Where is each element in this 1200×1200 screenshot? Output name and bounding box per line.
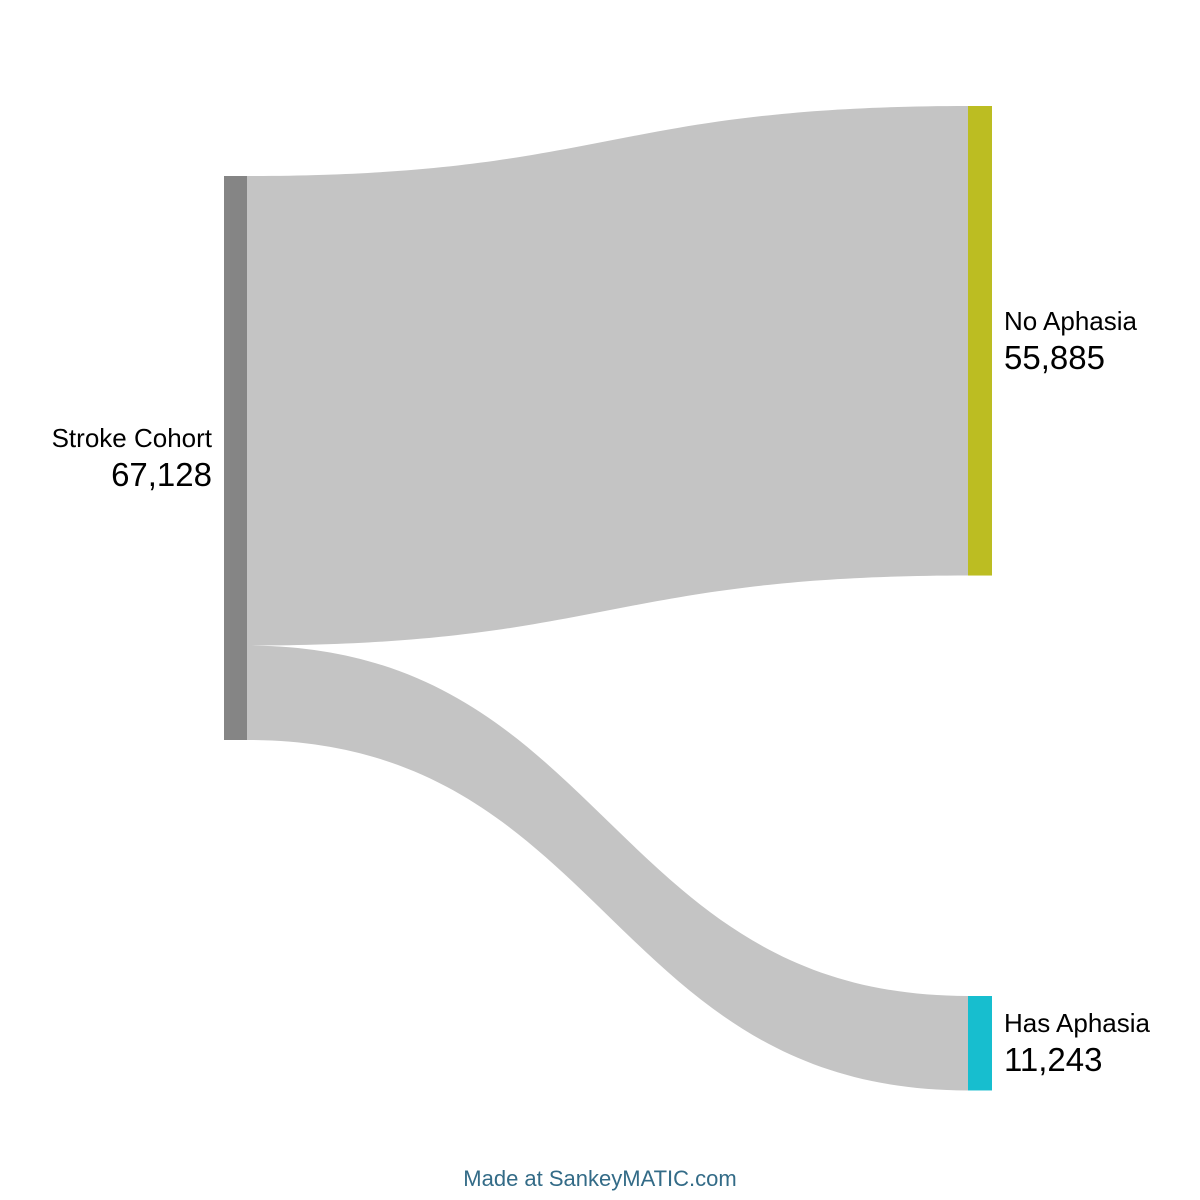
nodes: [224, 106, 992, 1091]
flow-links: [247, 106, 968, 1091]
node-no-aphasia[interactable]: [968, 106, 992, 576]
flow-stroke-to-no-aphasia[interactable]: [247, 106, 968, 646]
value-stroke-cohort: 67,128: [111, 456, 212, 493]
label-has-aphasia: Has Aphasia: [1004, 1008, 1151, 1038]
credit-link[interactable]: Made at SankeyMATIC.com: [463, 1166, 737, 1191]
flow-stroke-to-has-aphasia[interactable]: [247, 645, 968, 1091]
label-stroke-cohort: Stroke Cohort: [52, 423, 213, 453]
value-has-aphasia: 11,243: [1004, 1041, 1102, 1078]
node-has-aphasia[interactable]: [968, 996, 992, 1091]
value-no-aphasia: 55,885: [1004, 339, 1105, 376]
label-no-aphasia: No Aphasia: [1004, 306, 1138, 336]
node-labels: Stroke Cohort 67,128 No Aphasia 55,885 H…: [52, 306, 1151, 1078]
node-stroke-cohort[interactable]: [224, 176, 247, 740]
